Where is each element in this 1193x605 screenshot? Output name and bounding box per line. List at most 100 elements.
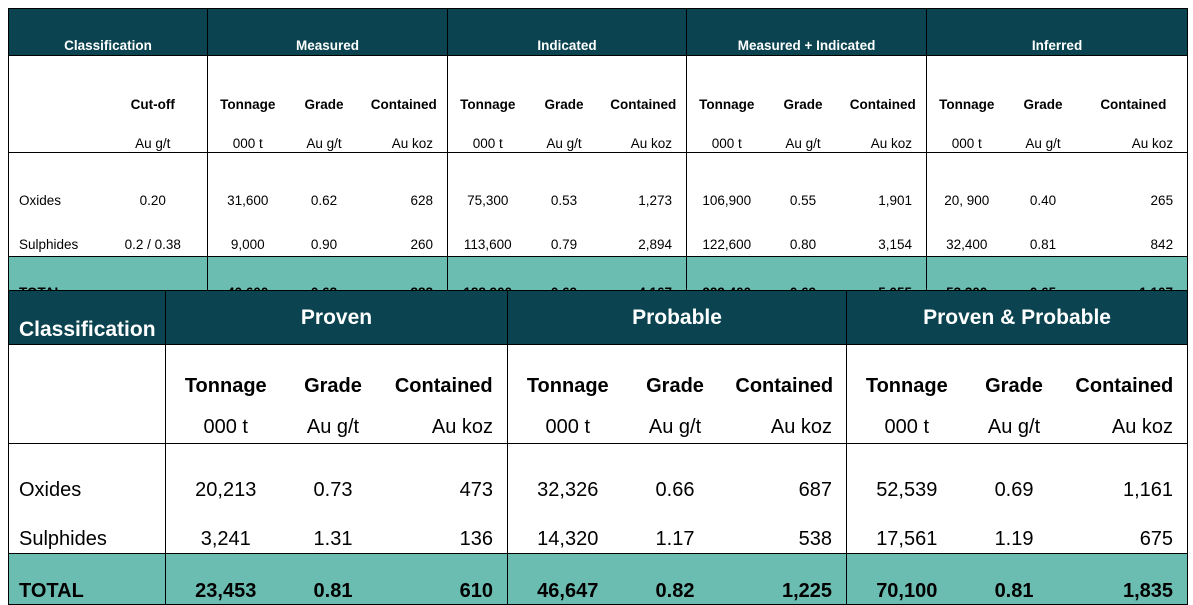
header-cell: Measured + Indicated [686,8,927,56]
value-cell: 1,161 [1123,479,1174,501]
unit-cell: Au g/t [287,122,361,153]
unit-cell: Au koz [380,404,508,444]
header-row: Classification Measured Indicated Measured … [8,8,1188,56]
subheader-cell: Grade [646,375,704,397]
value-cell: 0.66 [655,479,695,501]
page: {"resources": { "classification": "Class… [8,8,1189,605]
unit-cell: 000 t [846,404,967,444]
subheader-cell: Grade [304,97,344,112]
unit-cell: Au g/t [285,404,381,444]
value-cell: 0.90 [310,237,338,252]
value-cell: 2,894 [638,237,673,252]
value-cell: 3,154 [878,237,913,252]
unit-cell: Au koz [600,122,687,153]
unit-cell: Au koz [722,404,847,444]
unit-cell: Au g/t [98,122,208,153]
row-label: TOTAL [8,553,166,605]
subheader-cell: Contained [735,375,834,397]
value-cell: 70,100 [846,553,967,605]
value-cell: 32,400 [926,220,1007,257]
value-cell: 9,000 [207,220,288,257]
unit-cell: 000 t [686,122,767,153]
header-cell: Inferred [926,8,1188,56]
subheader-cell: Tonnage [846,344,967,404]
row-label: Sulphides [19,528,107,550]
value-cell: 0.69 [994,479,1034,501]
resources-table: Classification Measured Indicated Measured … [8,8,1189,303]
value-cell: 0.53 [550,193,578,208]
value-cell: 687 [798,479,833,501]
subheader-row: Tonnage Grade Contained Tonnage Grade Contain… [9,344,1188,405]
subheader-cell: Tonnage [165,344,286,404]
subheader-cell: Tonnage [207,55,288,122]
subheader-cell: Contained [394,375,493,397]
subheader-cell: Contained [370,97,437,112]
value-cell: 0.80 [789,237,817,252]
unit-cell: Au koz [839,122,927,153]
subheader-cell: Contained [610,97,677,112]
unit-cell: 000 t [507,404,628,444]
value-cell: 628 [410,193,433,208]
subheader-cell: Tonnage [447,55,528,122]
unit-cell: 000 t [926,122,1007,153]
subheader-cell: Cut-off [130,97,175,112]
value-cell: 136 [459,528,494,550]
value-cell: 14,320 [507,512,628,554]
value-cell: 31,600 [207,152,288,220]
row-label: Oxides [19,193,62,208]
value-cell: 52,539 [846,443,967,512]
value-cell: 1,225 [722,553,847,605]
data-row: Oxides 20,213 0.73 473 32,326 0.66 687 52,539 0.… [9,443,1188,512]
value-cell: 0.40 [1029,193,1057,208]
value-cell: 1,835 [1061,553,1188,605]
value-cell: 23,453 [165,553,286,605]
unit-cell: Au g/t [966,404,1062,444]
subheader-cell: Contained [1100,97,1167,112]
value-cell: 1,901 [878,193,913,208]
unit-cell: 000 t [207,122,288,153]
header-cell: Indicated [446,8,687,56]
cutoff-cell: 0.20 [139,193,166,208]
data-row: Sulphides 3,241 1.31 136 14,320 1.17 538 17,561… [9,512,1188,554]
subheader-row: Cut-off Tonnage Grade Contained Tonnage Grade… [9,55,1188,123]
value-cell: 113,600 [447,220,528,257]
header-row: Classification Proven Probable Proven & Pro… [8,290,1188,345]
value-cell: 122,600 [686,220,767,257]
unit-cell: Au g/t [627,404,723,444]
unit-cell: 000 t [165,404,286,444]
header-cell: Classification [8,290,166,345]
header-cell: Probable [507,290,847,345]
cell [8,122,99,153]
unit-cell: Au koz [1061,404,1188,444]
value-cell: 538 [798,528,833,550]
reserves-table: Classification Proven Probable Proven & Pro… [8,290,1189,605]
value-cell: 1,273 [638,193,673,208]
cell [9,56,99,123]
value-cell: 106,900 [686,152,767,220]
header-cell: Proven & Probable [846,290,1188,345]
value-cell: 675 [1139,528,1174,550]
total-row: TOTAL 23,453 0.81 610 46,647 0.82 1,225 70,100 0… [8,553,1188,605]
unit-cell: Au g/t [1006,122,1080,153]
subheader-cell: Contained [849,97,916,112]
value-cell: 1.31 [313,528,353,550]
subheader-cell: Grade [1023,97,1063,112]
subheader-cell: Grade [985,375,1043,397]
unit-cell: Au koz [360,122,448,153]
value-cell: 20, 900 [926,152,1007,220]
cell [9,345,166,405]
header-cell: Classification [8,8,208,56]
value-cell: 0.73 [313,479,353,501]
header-cell: Proven [164,290,508,345]
value-cell: 46,647 [507,553,628,605]
value-cell: 0.79 [550,237,578,252]
value-cell: 473 [459,479,494,501]
value-cell: 610 [380,553,508,605]
unit-cell: Au g/t [766,122,840,153]
value-cell: 17,561 [846,512,967,554]
value-cell: 0.62 [310,193,338,208]
unit-cell: Au g/t [527,122,601,153]
value-cell: 0.55 [789,193,817,208]
value-cell: 1.19 [994,528,1034,550]
